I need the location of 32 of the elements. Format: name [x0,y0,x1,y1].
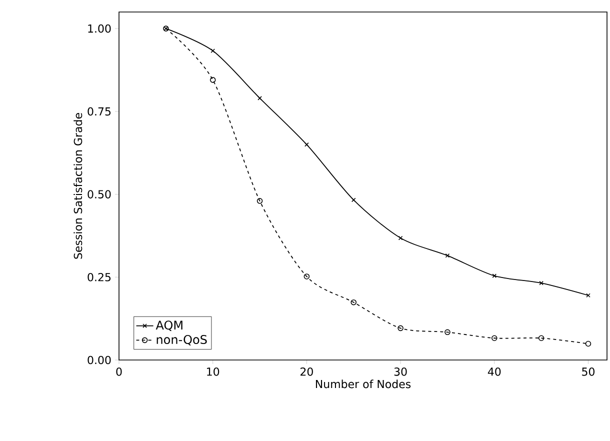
point [538,335,544,342]
point [491,335,498,342]
point [444,329,450,336]
x-tick-label: 20 [300,368,313,376]
y-tick-label: 0.00 [88,356,111,364]
point [256,198,263,204]
point [398,236,403,240]
point [210,77,216,83]
legend-label: non-QoS [156,334,207,346]
point [304,274,310,280]
x-axis-title: Number of Nodes [316,380,411,388]
x-tick-label: 0 [116,368,122,376]
point [398,325,404,332]
y-axis-title: Session Satisfaction Grade [74,113,82,259]
point [445,253,450,258]
point [539,280,544,286]
point [351,198,356,202]
y-tick-label: 0.50 [88,190,111,198]
point [210,48,216,53]
y-tick-label: 1.00 [88,24,111,33]
point [258,96,262,100]
y-tick-label: 0.25 [88,272,111,282]
x-tick-label: 30 [394,368,407,376]
point [585,340,592,347]
point [492,274,497,278]
point [350,299,357,306]
legend-label: AQM [156,320,182,332]
x-tick-label: 40 [488,368,501,376]
point [304,142,309,147]
x-tick-label: 50 [582,368,594,376]
y-tick-label: 0.75 [88,107,111,116]
x-tick-label: 10 [207,368,220,376]
